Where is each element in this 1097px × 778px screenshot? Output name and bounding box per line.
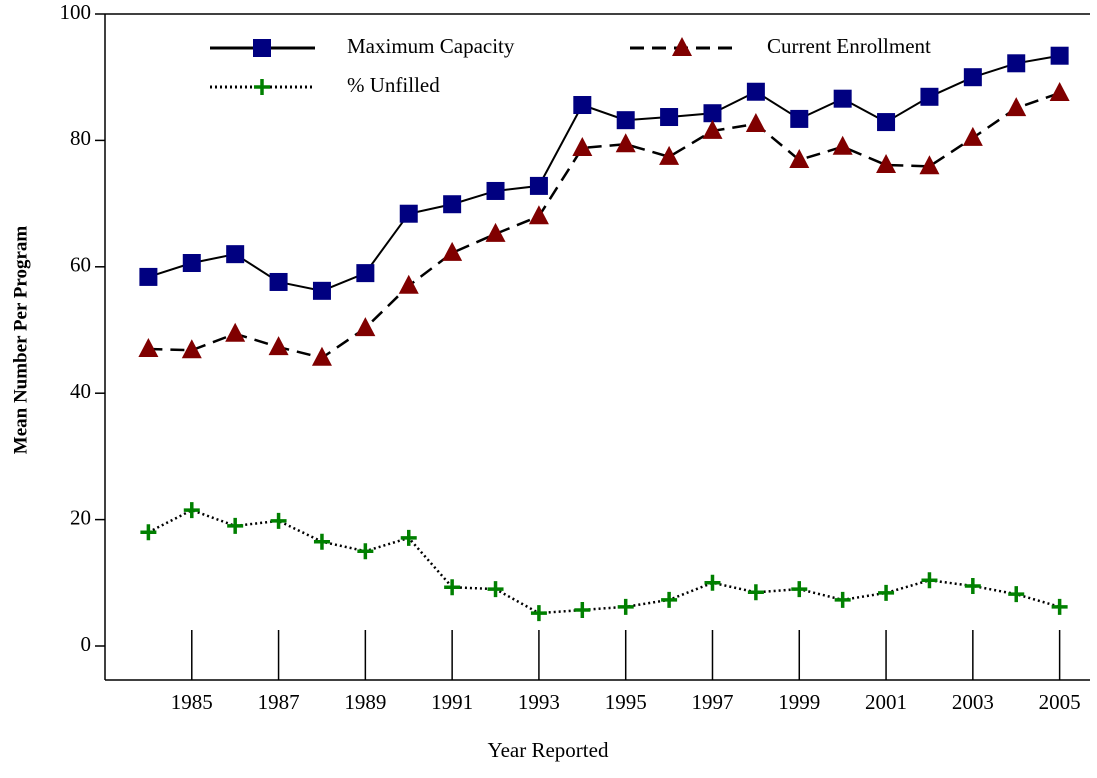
- data-point: [834, 591, 851, 608]
- data-point: [702, 119, 723, 139]
- data-point: [443, 195, 462, 214]
- data-point: [876, 154, 897, 174]
- data-point: [182, 254, 201, 273]
- data-point: [661, 591, 678, 608]
- x-tick-label: 1987: [258, 690, 300, 714]
- data-point: [704, 574, 721, 591]
- data-point: [920, 87, 939, 106]
- data-point: [746, 82, 765, 101]
- data-point: [355, 317, 376, 337]
- x-tick-label: 2001: [865, 690, 907, 714]
- y-tick-label: 100: [60, 0, 92, 24]
- data-point: [791, 581, 808, 598]
- data-point: [660, 108, 679, 127]
- x-tick-label: 2003: [952, 690, 994, 714]
- data-point: [1051, 598, 1068, 615]
- x-axis-label: Year Reported: [488, 738, 609, 762]
- data-point: [140, 524, 157, 541]
- data-point: [574, 601, 591, 618]
- data-point: [442, 241, 463, 261]
- data-point: [270, 512, 287, 529]
- legend-marker: [672, 37, 692, 56]
- x-tick-label: 1989: [344, 690, 386, 714]
- data-point: [790, 109, 809, 128]
- data-point: [789, 148, 810, 168]
- data-point: [529, 176, 548, 195]
- data-point: [313, 533, 330, 550]
- data-point: [268, 336, 289, 356]
- x-tick-label: 1999: [778, 690, 820, 714]
- data-point: [487, 581, 504, 598]
- series-line: [148, 54, 1060, 292]
- y-tick-label: 40: [70, 379, 91, 403]
- data-point: [747, 584, 764, 601]
- y-tick-label: 80: [70, 126, 91, 150]
- data-point: [616, 111, 635, 130]
- data-point: [138, 337, 159, 357]
- data-point: [485, 222, 506, 242]
- x-tick-label: 1985: [171, 690, 213, 714]
- data-point: [921, 572, 938, 589]
- legend-label: Maximum Capacity: [347, 34, 515, 58]
- data-point: [617, 598, 634, 615]
- legend-label: Current Enrollment: [767, 34, 931, 58]
- data-point: [227, 517, 244, 534]
- data-point: [703, 104, 722, 123]
- data-point: [269, 272, 288, 291]
- y-tick-label: 20: [70, 505, 91, 529]
- legend-marker: [254, 79, 270, 95]
- data-point: [745, 112, 766, 132]
- x-tick-label: 1995: [605, 690, 647, 714]
- data-point: [139, 267, 158, 286]
- legend-marker: [253, 39, 271, 57]
- data-point: [356, 264, 375, 283]
- data-point: [1007, 54, 1026, 73]
- data-point: [833, 89, 852, 108]
- data-point: [1006, 97, 1027, 117]
- data-point: [962, 126, 983, 146]
- x-tick-label: 1993: [518, 690, 560, 714]
- x-tick-label: 1997: [691, 690, 733, 714]
- data-point: [530, 605, 547, 622]
- data-point: [919, 155, 940, 175]
- data-point: [877, 113, 896, 132]
- data-point: [311, 346, 332, 366]
- data-point: [225, 322, 246, 342]
- data-point: [964, 577, 981, 594]
- x-tick-label: 2005: [1039, 690, 1081, 714]
- y-tick-label: 60: [70, 253, 91, 277]
- data-point: [572, 136, 593, 156]
- y-tick-label: 0: [81, 632, 92, 656]
- data-point: [528, 205, 549, 225]
- x-tick-label: 1991: [431, 690, 473, 714]
- data-point: [963, 68, 982, 87]
- data-point: [615, 133, 636, 153]
- data-point: [398, 274, 419, 294]
- data-point: [878, 584, 895, 601]
- data-point: [181, 339, 202, 359]
- data-point: [573, 96, 592, 115]
- series-line: [148, 91, 1061, 360]
- data-point: [312, 281, 331, 300]
- data-point: [1008, 586, 1025, 603]
- data-point: [444, 579, 461, 596]
- data-point: [357, 543, 374, 560]
- data-point: [659, 145, 680, 165]
- data-point: [486, 181, 505, 200]
- legend-label: % Unfilled: [347, 73, 440, 97]
- data-point: [226, 245, 245, 264]
- series-line: [147, 508, 1060, 615]
- data-point: [1049, 82, 1070, 101]
- data-point: [183, 502, 200, 519]
- data-point: [832, 135, 853, 155]
- data-point: [399, 204, 418, 223]
- data-point: [1050, 46, 1069, 65]
- data-point: [400, 529, 417, 546]
- y-axis-label: Mean Number Per Program: [10, 226, 31, 455]
